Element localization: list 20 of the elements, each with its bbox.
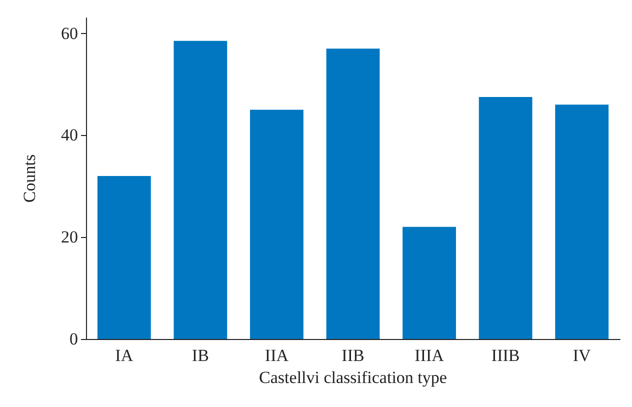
bar	[250, 110, 304, 339]
x-tick-label: IIB	[342, 346, 364, 365]
x-tick-label: IIIA	[414, 346, 445, 365]
bar	[326, 48, 380, 339]
y-tick-label: 20	[61, 228, 78, 247]
bar	[97, 176, 151, 339]
x-tick-label: IA	[115, 346, 134, 365]
x-axis-title: Castellvi classification type	[259, 368, 447, 387]
x-tick-label: IV	[572, 346, 592, 365]
y-axis-title: Counts	[20, 154, 39, 203]
bar	[174, 40, 228, 339]
y-tick-label: 40	[61, 126, 78, 145]
y-tick-label: 60	[61, 24, 78, 43]
y-tick-label: 0	[70, 330, 78, 348]
bar	[555, 104, 609, 339]
x-tick-label: IB	[192, 346, 209, 365]
x-tick-label: IIIB	[491, 346, 520, 365]
x-tick-label: IIA	[264, 346, 290, 365]
bar	[478, 96, 532, 339]
bar	[402, 226, 456, 339]
